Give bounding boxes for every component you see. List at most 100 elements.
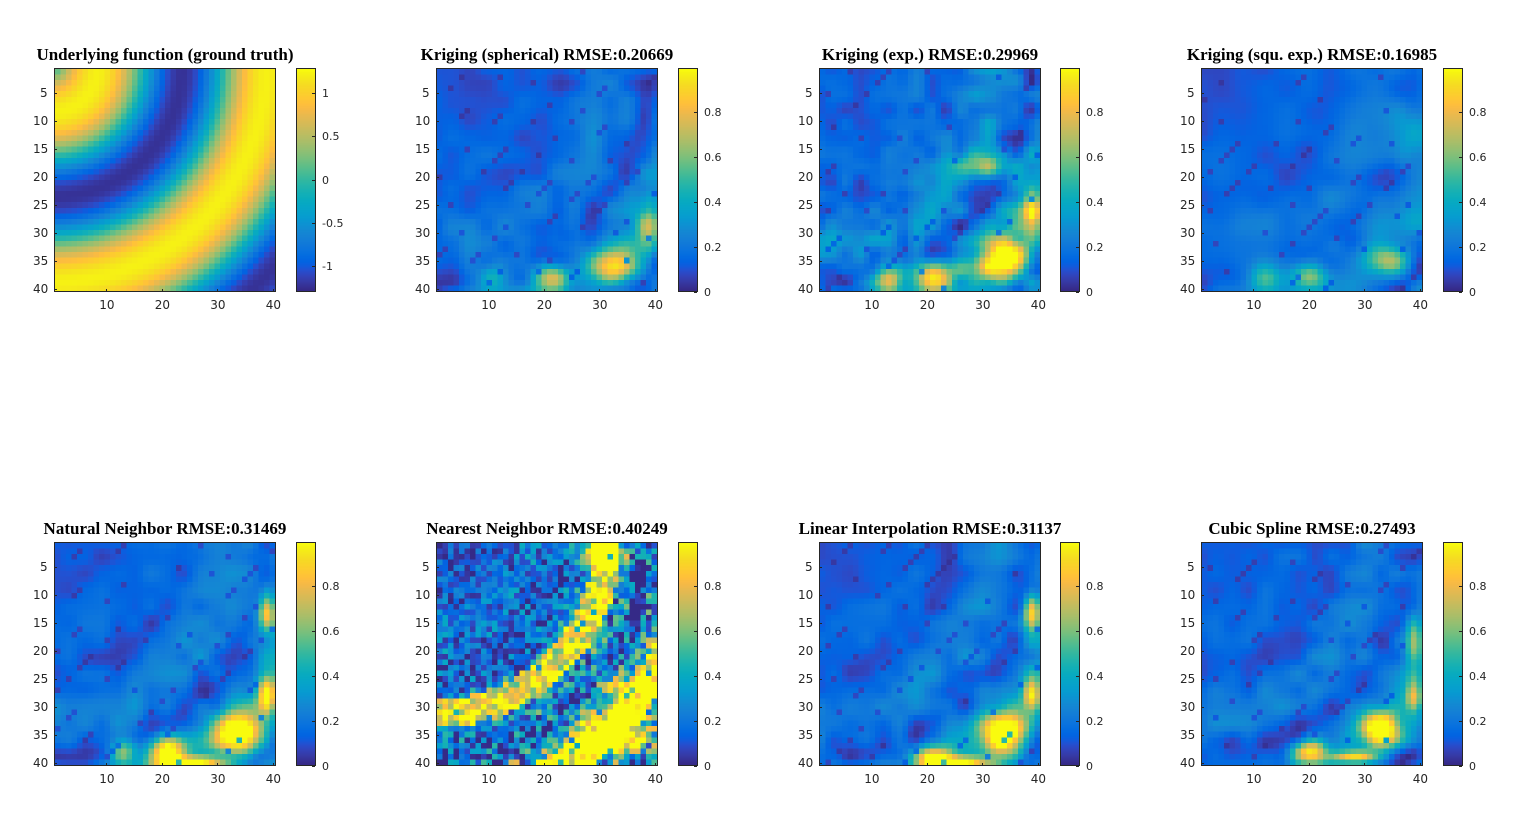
colorbar-tick-mark [1076, 720, 1079, 722]
colorbar-tick-label: 0 [1469, 759, 1476, 773]
colorbar-tick-label: 0.6 [1086, 625, 1104, 639]
colorbar-tick-label: 0 [704, 285, 711, 299]
y-tick-label: 10 [798, 588, 814, 603]
y-tick-label: 10 [415, 588, 431, 603]
colorbar-tick-mark [1459, 765, 1462, 767]
colorbar-tick-label: 0.8 [704, 580, 722, 594]
y-tick-label: 10 [1180, 114, 1196, 129]
x-tick-label: 40 [647, 772, 663, 786]
x-tick-label: 20 [154, 298, 170, 312]
y-tick-mark [436, 260, 439, 262]
x-tick-label: 10 [864, 298, 880, 312]
colorbar-tick-mark [1076, 586, 1079, 588]
colorbar-tick-label: 0.4 [1086, 195, 1104, 209]
y-tick-mark [1201, 678, 1204, 680]
colorbar-tick-label: 0.4 [704, 669, 722, 683]
y-tick-label: 30 [1180, 700, 1196, 715]
x-tick-label: 10 [481, 298, 497, 312]
colorbar-tick-label: 0.8 [1469, 106, 1487, 120]
y-tick-mark [1201, 622, 1204, 624]
y-tick-label: 35 [1180, 254, 1196, 269]
y-tick-mark [819, 204, 822, 206]
y-tick-mark [54, 706, 57, 708]
y-tick-mark [1201, 762, 1204, 764]
panel-title: Linear Interpolation RMSE:0.31137 [798, 519, 1062, 538]
colorbar-tick-mark [1459, 631, 1462, 633]
y-tick-label: 40 [415, 756, 431, 771]
x-tick-label: 40 [1030, 298, 1046, 312]
y-tick-label: 35 [415, 254, 431, 269]
colorbar [678, 542, 698, 766]
y-tick-mark [819, 734, 822, 736]
colorbar-tick-mark [1459, 246, 1462, 248]
y-tick-mark [54, 288, 57, 290]
x-tick-mark [1364, 289, 1366, 292]
y-tick-label: 15 [33, 142, 49, 157]
y-tick-label: 30 [798, 700, 814, 715]
colorbar [296, 542, 316, 766]
y-tick-label: 40 [33, 282, 49, 297]
x-tick-mark [1308, 289, 1310, 292]
y-tick-label: 30 [33, 226, 49, 241]
y-tick-label: 25 [415, 198, 431, 213]
colorbar-tick-mark [1076, 631, 1079, 633]
colorbar-gradient [679, 69, 697, 291]
y-tick-mark [54, 232, 57, 234]
x-tick-mark [982, 289, 984, 292]
heatmap-cells [437, 69, 657, 291]
y-tick-mark [436, 734, 439, 736]
y-tick-label: 30 [415, 700, 431, 715]
x-tick-label: 40 [265, 772, 281, 786]
x-tick-label: 30 [1357, 298, 1373, 312]
y-tick-label: 30 [798, 226, 814, 241]
colorbar-tick-mark [1459, 675, 1462, 677]
x-tick-mark [982, 763, 984, 766]
x-tick-mark [543, 289, 545, 292]
heatmap-cells [820, 543, 1040, 765]
y-tick-label: 25 [798, 198, 814, 213]
y-tick-label: 30 [415, 226, 431, 241]
colorbar-tick-label: -1 [322, 259, 333, 273]
y-tick-mark [436, 650, 439, 652]
y-tick-label: 10 [33, 588, 49, 603]
x-tick-label: 20 [919, 298, 935, 312]
x-tick-label: 10 [1246, 772, 1262, 786]
colorbar-tick-label: 0.4 [1469, 195, 1487, 209]
colorbar-tick-label: 0.4 [1086, 669, 1104, 683]
heatmap-image [436, 68, 658, 292]
y-tick-label: 10 [798, 114, 814, 129]
colorbar-tick-mark [694, 291, 697, 293]
colorbar-tick-mark [694, 586, 697, 588]
y-tick-label: 40 [798, 282, 814, 297]
colorbar-tick-mark [312, 765, 315, 767]
y-tick-label: 40 [1180, 282, 1196, 297]
x-tick-label: 10 [1246, 298, 1262, 312]
y-tick-mark [1201, 650, 1204, 652]
x-tick-label: 20 [536, 772, 552, 786]
y-tick-mark [436, 204, 439, 206]
colorbar-tick-mark [694, 246, 697, 248]
x-tick-label: 20 [1301, 298, 1317, 312]
y-tick-mark [436, 762, 439, 764]
y-tick-label: 20 [33, 644, 49, 659]
y-tick-label: 15 [1180, 616, 1196, 631]
y-tick-label: 35 [415, 728, 431, 743]
colorbar-tick-mark [1459, 112, 1462, 114]
x-tick-label: 30 [592, 298, 608, 312]
colorbar-tick-mark [1459, 201, 1462, 203]
heatmap-image [54, 68, 276, 292]
y-tick-mark [54, 678, 57, 680]
x-tick-label: 30 [210, 298, 226, 312]
y-tick-mark [436, 594, 439, 596]
colorbar-tick-mark [1076, 291, 1079, 293]
x-tick-mark [543, 763, 545, 766]
y-tick-mark [436, 148, 439, 150]
colorbar-tick-mark [1076, 112, 1079, 114]
colorbar-tick-mark [1459, 720, 1462, 722]
y-tick-label: 5 [1187, 560, 1195, 575]
colorbar [1443, 542, 1463, 766]
x-tick-mark [272, 289, 274, 292]
x-tick-label: 20 [1301, 772, 1317, 786]
panel-title: Kriging (squ. exp.) RMSE:0.16985 [1186, 45, 1438, 64]
heatmap-cells [1202, 543, 1422, 765]
